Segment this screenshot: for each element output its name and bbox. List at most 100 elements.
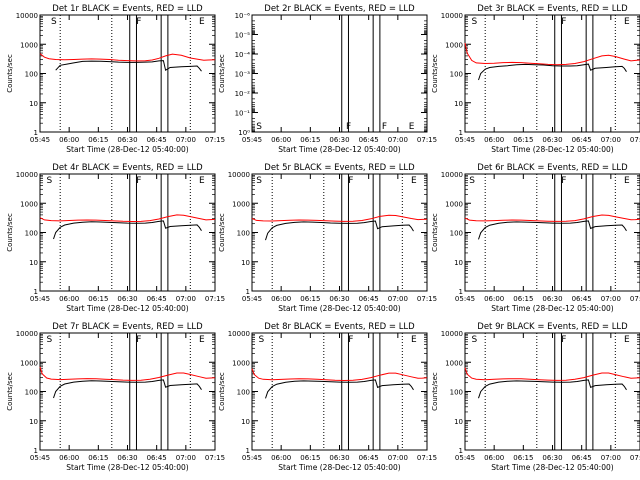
y-tick-label: 10000 (16, 12, 38, 20)
x-tick-label: 07:15 (630, 454, 640, 462)
y-tick-label: 10 (241, 418, 250, 426)
y-tick-label: 10000 (441, 330, 463, 338)
x-tick-label: 05:45 (30, 454, 50, 462)
x-tick-label: 06:00 (484, 136, 504, 144)
plot-frame (251, 332, 428, 451)
plot-frame (39, 173, 216, 292)
flag-marker: E (624, 17, 630, 27)
x-tick-label: 06:15 (88, 136, 108, 144)
y-tick-label: 10⁻⁶ (235, 12, 251, 20)
y-tick-label: 100 (25, 389, 38, 397)
plot-frame (39, 332, 216, 451)
x-axis-label: Start Time (28-Dec-12 05:40:00) (66, 463, 188, 472)
plot-frame (251, 14, 428, 133)
y-axis-label: Counts/sec (218, 372, 226, 411)
x-tick-label: 06:15 (513, 295, 533, 303)
y-tick-label: 1000 (445, 200, 463, 208)
x-tick-label: 07:15 (205, 295, 225, 303)
detector-panel: Det 9r BLACK = Events, RED = LLD 1 10 100 10… (431, 322, 640, 472)
flag-marker: E (624, 176, 630, 186)
y-axis-label: Counts/sec (431, 213, 439, 252)
lld-series-line (39, 53, 216, 62)
x-axis-label: Start Time (28-Dec-12 05:40:00) (278, 463, 400, 472)
flag-marker: F (136, 335, 141, 345)
detector-panel: Det 4r BLACK = Events, RED = LLD 1 10 100 10… (6, 163, 225, 313)
flag-marker: F (382, 122, 387, 132)
x-tick-label: 07:00 (388, 454, 408, 462)
flag-marker: F (348, 176, 353, 186)
y-tick-label: 1 (459, 447, 463, 455)
x-tick-label: 06:15 (513, 136, 533, 144)
y-tick-label: 10⁰ (238, 129, 250, 137)
x-tick-label: 06:30 (329, 454, 349, 462)
x-axis-label: Start Time (28-Dec-12 05:40:00) (491, 463, 613, 472)
x-tick-label: 05:45 (455, 136, 475, 144)
y-tick-label: 100 (450, 389, 463, 397)
x-axis-label: Start Time (28-Dec-12 05:40:00) (491, 304, 613, 313)
y-axis-label: Counts/sec (431, 372, 439, 411)
events-series-line (265, 220, 414, 241)
x-tick-label: 06:00 (484, 454, 504, 462)
x-tick-label: 06:00 (271, 136, 291, 144)
x-tick-label: 06:30 (542, 136, 562, 144)
flag-marker: S (256, 122, 262, 132)
flag-marker: E (199, 176, 205, 186)
x-tick-label: 07:00 (601, 136, 621, 144)
flag-marker: S (258, 335, 264, 345)
y-tick-label: 10⁻³ (235, 71, 251, 79)
lld-series-line (251, 214, 428, 222)
x-axis-label: Start Time (28-Dec-12 05:40:00) (491, 145, 613, 154)
detector-panel: Det 8r BLACK = Events, RED = LLD 1 10 100 10… (218, 322, 437, 472)
flag-marker: F (346, 122, 351, 132)
x-tick-label: 05:45 (455, 454, 475, 462)
x-tick-label: 06:00 (59, 454, 79, 462)
events-series-line (53, 220, 202, 240)
y-axis-label: Counts/sec (6, 54, 14, 93)
flag-marker: E (411, 176, 417, 186)
y-tick-label: 100 (450, 71, 463, 79)
lld-series-line (464, 214, 640, 222)
detector-panel: Det 6r BLACK = Events, RED = LLD 1 10 100 10… (431, 163, 640, 313)
y-tick-label: 1 (34, 129, 38, 137)
y-tick-label: 100 (25, 71, 38, 79)
y-tick-label: 100 (25, 230, 38, 238)
y-tick-label: 1 (246, 447, 250, 455)
panel-title: Det 9r BLACK = Events, RED = LLD (477, 322, 628, 332)
plot-frame (251, 173, 428, 292)
flag-marker: S (51, 17, 57, 27)
flag-marker: F (561, 176, 566, 186)
y-tick-label: 10000 (441, 12, 463, 20)
flag-marker: F (561, 17, 566, 27)
events-series-line (53, 379, 202, 399)
detector-panel: Det 3r BLACK = Events, RED = LLD 1 10 100 10… (431, 4, 640, 154)
plot-frame (39, 14, 216, 133)
panel-title: Det 2r BLACK = Events, RED = LLD (264, 4, 415, 14)
x-tick-label: 05:45 (242, 454, 262, 462)
y-axis-label: Counts/sec (218, 213, 226, 252)
x-tick-label: 06:00 (59, 295, 79, 303)
x-tick-label: 06:30 (542, 454, 562, 462)
y-tick-label: 1000 (20, 41, 38, 49)
x-tick-label: 06:45 (572, 295, 592, 303)
x-tick-label: 06:45 (147, 295, 167, 303)
events-series-line (478, 379, 627, 399)
x-tick-label: 06:45 (359, 295, 379, 303)
y-tick-label: 1 (34, 288, 38, 296)
x-tick-label: 06:15 (88, 295, 108, 303)
y-tick-label: 10 (241, 259, 250, 267)
x-tick-label: 06:15 (300, 295, 320, 303)
x-tick-label: 07:00 (601, 295, 621, 303)
x-tick-label: 07:15 (417, 295, 437, 303)
x-tick-label: 05:45 (242, 295, 262, 303)
x-tick-label: 06:00 (59, 136, 79, 144)
x-tick-label: 07:15 (205, 454, 225, 462)
plot-frame (464, 173, 640, 292)
y-tick-label: 100 (450, 230, 463, 238)
plot-frame (464, 332, 640, 451)
x-axis-label: Start Time (28-Dec-12 05:40:00) (66, 304, 188, 313)
y-axis-label: Counts/sec (431, 54, 439, 93)
x-tick-label: 06:30 (329, 136, 349, 144)
x-tick-label: 07:15 (417, 136, 437, 144)
x-tick-label: 06:30 (542, 295, 562, 303)
